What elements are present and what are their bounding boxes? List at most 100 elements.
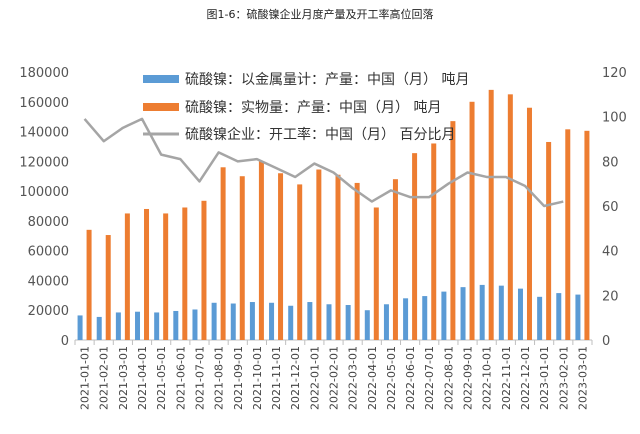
x-tick-label: 2021-07-01: [193, 346, 206, 410]
bar-physical-output: [144, 208, 150, 340]
bar-physical-output: [163, 213, 169, 340]
bar-metal-content: [556, 293, 562, 340]
bar-metal-content: [192, 309, 198, 340]
x-tick-label: 2022-08-01: [442, 346, 455, 410]
chart-title: 图1-6：硫酸镍企业月度产量及开工率高位回落: [207, 7, 434, 21]
x-tick-label: 2023-01-01: [538, 346, 551, 410]
y-right-tick-label: 100: [602, 111, 627, 126]
y-left-tick-label: 60000: [28, 245, 69, 260]
bar-physical-output: [507, 94, 513, 340]
bar-physical-output: [220, 167, 226, 340]
bar-physical-output: [373, 207, 379, 340]
x-tick-label: 2022-01-01: [308, 346, 321, 410]
y-left-tick-label: 160000: [19, 96, 69, 111]
x-tick-label: 2022-11-01: [500, 346, 513, 410]
bar-metal-content: [422, 296, 428, 340]
axes: 0 20000 40000 60000 80000 100000 120000 140000 1…: [19, 66, 626, 410]
bar-metal-content: [403, 298, 409, 340]
y-left-tick-label: 20000: [28, 304, 69, 319]
y-right-tick-label: 20: [602, 289, 619, 304]
bar-metal-content: [249, 302, 255, 340]
x-tick-label: 2022-07-01: [423, 346, 436, 410]
bar-physical-output: [124, 213, 130, 340]
legend-label: 硫酸镍：实物量：产量：中国（月） 吨月: [185, 100, 441, 116]
y-right-tick-label: 0: [602, 334, 610, 349]
bar-metal-content: [383, 304, 389, 340]
x-tick-label: 2022-02-01: [328, 346, 341, 410]
legend-swatch: [143, 103, 179, 111]
x-tick-label: 2022-09-01: [462, 346, 475, 410]
x-tick-label: 2023-03-01: [576, 346, 589, 410]
x-tick-label: 2022-10-01: [481, 346, 494, 410]
x-tick-label: 2021-10-01: [251, 346, 264, 410]
bar-physical-output: [239, 176, 245, 340]
y-left-tick-label: 100000: [19, 185, 69, 200]
bar-physical-output: [469, 101, 475, 341]
x-tick-label: 2021-02-01: [98, 346, 111, 410]
bar-physical-output: [565, 129, 571, 340]
x-tick-label: 2022-12-01: [519, 346, 532, 410]
bar-metal-content: [479, 284, 485, 340]
bar-physical-output: [354, 182, 360, 340]
y-left-tick-label: 120000: [19, 155, 69, 170]
bar-physical-output: [201, 200, 207, 340]
bar-physical-output: [546, 141, 552, 340]
bar-physical-output: [86, 229, 92, 340]
line-series: [83, 117, 564, 208]
bar-physical-output: [182, 207, 188, 340]
bar-metal-content: [307, 302, 313, 340]
bar-physical-output: [488, 89, 494, 340]
x-tick-label: 2021-01-01: [79, 346, 92, 410]
bar-metal-content: [345, 305, 351, 340]
x-tick-label: 2021-04-01: [136, 346, 149, 410]
bar-metal-content: [77, 315, 83, 340]
bar-metal-content: [173, 310, 179, 340]
bar-metal-content: [575, 294, 581, 340]
y-left-tick-label: 0: [61, 334, 69, 349]
x-tick-label: 2022-06-01: [404, 346, 417, 410]
bar-physical-output: [450, 121, 456, 340]
line-utilization-rate: [83, 117, 564, 208]
bar-physical-output: [392, 179, 398, 340]
legend-swatch: [143, 75, 179, 83]
bar-metal-content: [517, 288, 523, 340]
bar-metal-content: [135, 311, 141, 340]
y-left-tick-label: 180000: [19, 66, 69, 81]
y-left-tick-label: 140000: [19, 126, 69, 141]
x-tick-label: 2022-04-01: [366, 346, 379, 410]
bar-metal-content: [211, 302, 217, 340]
bar-metal-content: [441, 291, 447, 340]
x-tick-label: 2021-12-01: [289, 346, 302, 410]
bar-metal-content: [288, 305, 294, 340]
y-left-tick-label: 40000: [28, 274, 69, 289]
bar-physical-output: [278, 173, 284, 340]
bar-physical-output: [526, 107, 532, 340]
y-right-tick-label: 120: [602, 66, 627, 81]
bar-metal-content: [364, 310, 370, 340]
bar-physical-output: [105, 235, 111, 340]
x-tick-label: 2021-08-01: [213, 346, 226, 410]
bar-physical-output: [412, 153, 418, 340]
bar-metal-content: [498, 285, 504, 340]
x-tick-label: 2023-02-01: [557, 346, 570, 410]
legend-label: 硫酸镍企业：开工率：中国（月） 百分比月: [185, 126, 455, 143]
x-tick-label: 2022-03-01: [347, 346, 360, 410]
bar-metal-content: [96, 316, 102, 340]
bar-physical-output: [335, 174, 341, 340]
x-tick-label: 2021-05-01: [155, 346, 168, 410]
bar-physical-output: [297, 184, 303, 340]
bar-metal-content: [230, 303, 236, 340]
y-right-tick-label: 40: [602, 245, 619, 260]
x-tick-label: 2021-03-01: [117, 346, 130, 410]
bar-metal-content: [537, 296, 543, 340]
y-right-tick-label: 60: [602, 200, 619, 215]
x-tick-label: 2022-05-01: [385, 346, 398, 410]
bar-physical-output: [258, 161, 264, 340]
bar-physical-output: [431, 143, 437, 340]
bar-metal-content: [326, 304, 332, 340]
x-tick-label: 2021-11-01: [270, 346, 283, 410]
x-tick-label: 2021-09-01: [232, 346, 245, 410]
bar-metal-content: [154, 312, 160, 340]
